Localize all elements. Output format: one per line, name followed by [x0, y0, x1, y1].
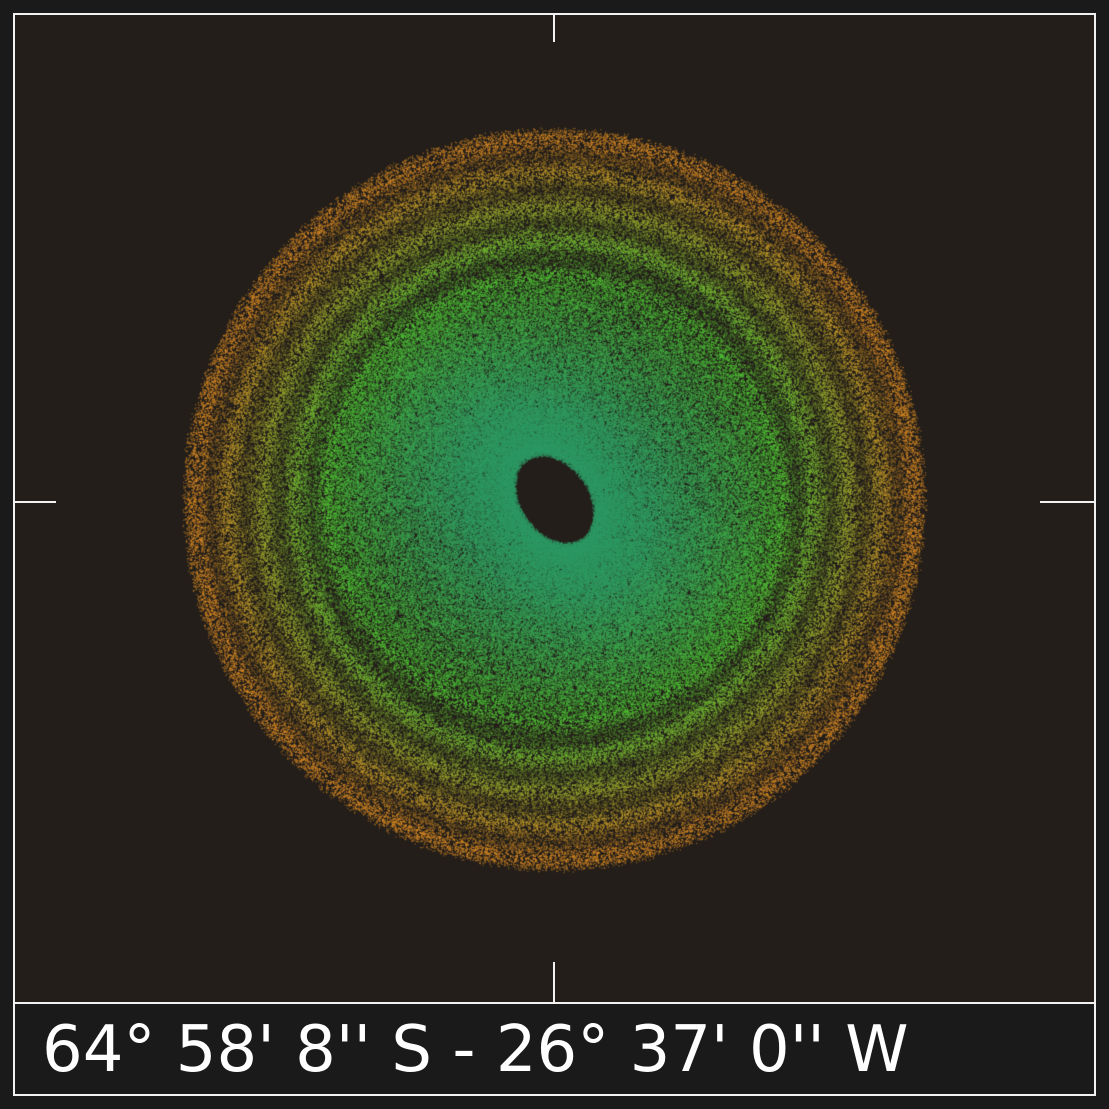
coordinates-caption: 64° 58' 8'' S - 26° 37' 0'' W — [42, 1013, 909, 1087]
tick-top — [553, 13, 555, 42]
artwork-area — [13, 13, 1095, 1004]
tick-bottom — [553, 962, 555, 1004]
spiral-ellipse-artwork — [13, 13, 1095, 1004]
tick-left — [13, 501, 56, 503]
outer-frame — [13, 13, 1096, 1096]
tick-right — [1040, 501, 1095, 503]
